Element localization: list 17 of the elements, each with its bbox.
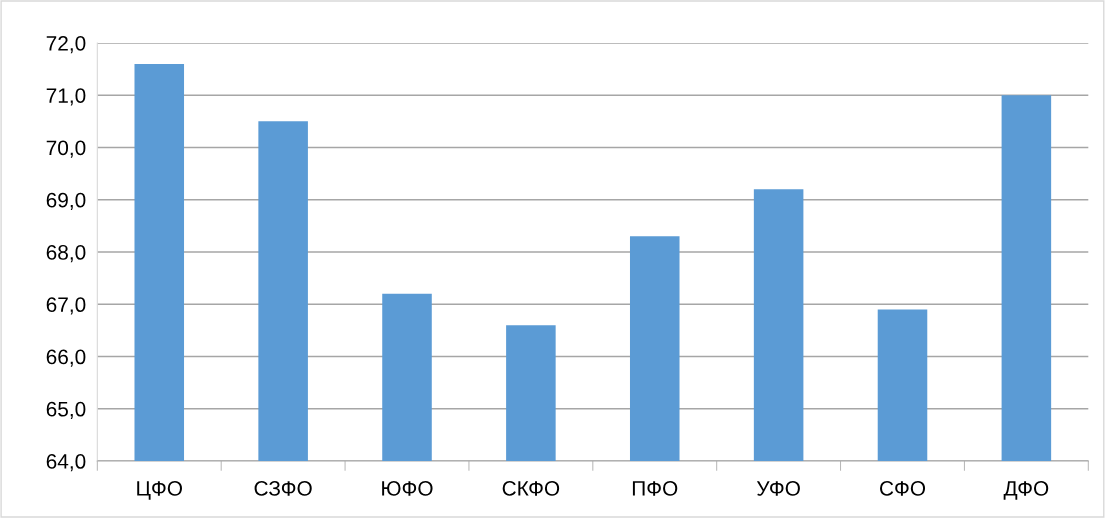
x-tick-label: СФО xyxy=(880,481,926,496)
y-tick-label: 64,0 xyxy=(46,454,86,472)
x-tick-label: УФО xyxy=(756,481,800,496)
x-tick-label: ПФО xyxy=(632,481,678,496)
x-tick-label: СЗФО xyxy=(254,481,312,496)
x-tick-label: СКФО xyxy=(502,481,560,496)
y-tick-label: 72,0 xyxy=(46,36,86,54)
y-tick-label: 71,0 xyxy=(46,88,86,106)
y-tick-label: 67,0 xyxy=(46,297,86,315)
x-tick-label: ДФО xyxy=(1003,481,1049,500)
x-tick-label: ЦФО xyxy=(137,481,182,500)
y-tick-label: 66,0 xyxy=(46,349,86,367)
y-tick-label: 65,0 xyxy=(46,401,86,419)
y-tick-label: 70,0 xyxy=(46,140,86,158)
y-tick-label: 69,0 xyxy=(46,192,86,210)
x-tick-label: ЮФО xyxy=(382,481,433,496)
y-tick-label: 68,0 xyxy=(46,245,86,263)
